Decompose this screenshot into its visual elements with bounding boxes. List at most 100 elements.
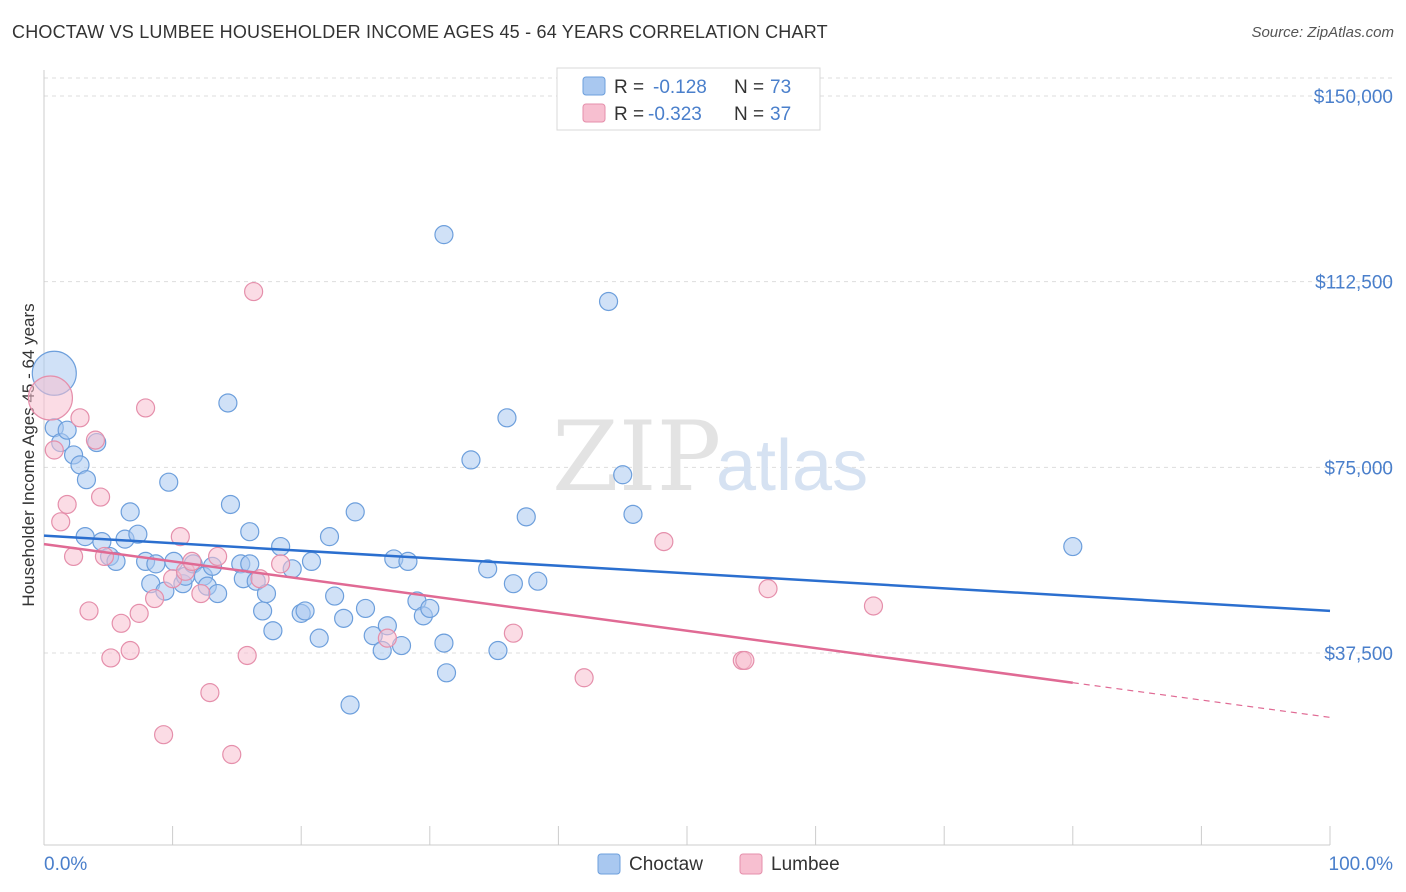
watermark-atlas: atlas	[716, 426, 868, 506]
data-point-choctaw	[128, 524, 148, 544]
data-point-lumbee	[90, 487, 111, 507]
data-point-choctaw	[598, 291, 619, 312]
bottom-legend-label-choctaw: Choctaw	[629, 854, 703, 875]
data-point-lumbee	[377, 628, 397, 648]
y-tick-label: $37,500	[1324, 644, 1393, 665]
data-point-choctaw	[340, 695, 360, 715]
data-point-choctaw	[528, 571, 548, 591]
data-point-lumbee	[153, 725, 174, 745]
data-point-lumbee	[735, 650, 755, 671]
legend-n-value-choctaw: 73	[770, 77, 791, 98]
data-point-choctaw	[218, 393, 238, 413]
data-point-choctaw	[57, 420, 77, 440]
data-point-choctaw	[309, 628, 329, 648]
data-point-lumbee	[51, 512, 71, 532]
data-point-choctaw	[434, 633, 454, 653]
chart-title: CHOCTAW VS LUMBEE HOUSEHOLDER INCOME AGE…	[12, 22, 828, 42]
series-lumbee	[27, 281, 884, 765]
data-point-lumbee	[170, 527, 190, 547]
data-point-choctaw	[516, 507, 536, 527]
x-tick-label-min: 0.0%	[44, 854, 87, 875]
data-point-choctaw	[623, 504, 643, 524]
data-point-choctaw	[420, 598, 440, 619]
bottom-legend-swatch-choctaw	[597, 853, 621, 875]
data-point-choctaw	[436, 663, 457, 683]
data-point-lumbee	[27, 375, 74, 421]
legend-n-label-lumbee: N =	[734, 104, 764, 125]
data-point-lumbee	[79, 601, 99, 621]
data-point-lumbee	[222, 744, 242, 765]
data-point-choctaw	[334, 608, 354, 628]
legend-swatch-lumbee	[582, 103, 606, 123]
data-point-lumbee	[144, 588, 165, 609]
data-point-lumbee	[758, 579, 778, 599]
y-axis-label: Householder Income Ages 45 - 64 years	[19, 303, 38, 606]
data-point-choctaw	[613, 465, 633, 485]
data-point-lumbee	[654, 531, 674, 552]
y-tick-label: $112,500	[1315, 273, 1393, 294]
data-point-choctaw	[253, 601, 273, 621]
data-point-lumbee	[57, 494, 77, 515]
data-point-lumbee	[574, 668, 594, 688]
bottom-legend-swatch-lumbee	[739, 853, 763, 875]
bottom-legend-label-lumbee: Lumbee	[771, 854, 840, 875]
data-point-lumbee	[85, 430, 106, 450]
legend-r-label-choctaw: R =	[614, 77, 644, 98]
data-point-choctaw	[319, 527, 340, 547]
data-point-lumbee	[135, 398, 156, 418]
data-point-choctaw	[159, 472, 179, 492]
data-point-choctaw	[503, 574, 523, 594]
data-point-choctaw	[271, 536, 291, 557]
data-point-choctaw	[208, 583, 228, 604]
data-point-choctaw	[355, 598, 376, 619]
data-point-choctaw	[461, 450, 481, 470]
y-tick-labels: $37,500 $75,000 $112,500 $150,000	[1314, 87, 1393, 665]
data-point-lumbee	[101, 648, 121, 668]
legend-n-label-choctaw: N =	[734, 77, 764, 98]
legend-r-label-lumbee: R =	[614, 104, 644, 125]
data-point-lumbee	[237, 645, 257, 666]
legend-box: R = -0.128 N = 73 R = -0.323 N = 37	[556, 67, 821, 131]
data-point-choctaw	[345, 502, 365, 522]
x-tick-label-max: 100.0%	[1329, 854, 1394, 875]
data-point-choctaw	[1063, 536, 1083, 557]
data-point-lumbee	[863, 596, 884, 616]
data-point-lumbee	[182, 551, 202, 572]
data-point-choctaw	[488, 640, 508, 661]
data-point-choctaw	[220, 494, 241, 515]
data-point-choctaw	[263, 621, 283, 641]
data-point-lumbee	[120, 640, 140, 661]
data-point-choctaw	[120, 502, 140, 522]
data-point-lumbee	[111, 613, 131, 633]
data-point-choctaw	[76, 470, 97, 490]
data-point-lumbee	[44, 440, 64, 460]
data-point-lumbee	[129, 603, 149, 623]
y-tick-label: $75,000	[1324, 458, 1393, 479]
data-point-choctaw	[478, 559, 498, 579]
data-point-choctaw	[240, 522, 260, 542]
data-point-choctaw	[434, 225, 454, 245]
legend-r-value-lumbee: -0.323	[648, 104, 702, 125]
trend-line-dashed-lumbee	[1072, 682, 1331, 718]
trend-line-lumbee	[43, 542, 1073, 684]
legend-swatch-choctaw	[582, 76, 606, 96]
bottom-legend: Choctaw Lumbee	[597, 853, 840, 875]
data-point-choctaw	[295, 601, 315, 621]
data-point-lumbee	[191, 583, 211, 604]
data-point-choctaw	[325, 586, 345, 606]
x-tick-marks	[172, 826, 1331, 845]
data-point-lumbee	[208, 546, 228, 567]
source-label: Source: ZipAtlas.com	[1251, 24, 1394, 41]
legend-r-value-choctaw: -0.128	[653, 77, 707, 98]
data-point-choctaw	[398, 551, 418, 572]
watermark-zip: ZIP	[552, 401, 721, 513]
data-point-lumbee	[271, 554, 291, 574]
data-point-choctaw	[301, 551, 322, 572]
y-tick-label: $150,000	[1314, 87, 1393, 108]
data-points	[27, 225, 1083, 765]
data-point-lumbee	[503, 623, 523, 643]
legend-n-value-lumbee: 37	[770, 104, 791, 125]
data-point-lumbee	[200, 683, 220, 703]
trend-line-choctaw	[43, 534, 1331, 613]
